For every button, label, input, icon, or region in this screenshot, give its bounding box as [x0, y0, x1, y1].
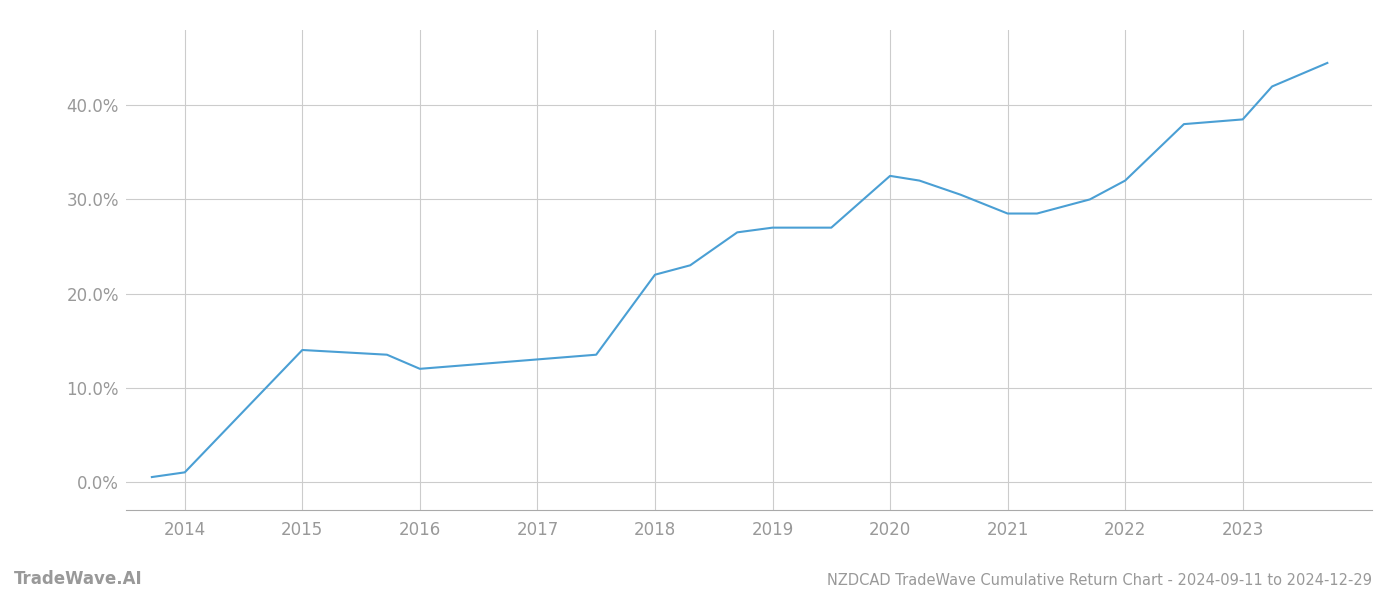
Text: TradeWave.AI: TradeWave.AI: [14, 570, 143, 588]
Text: NZDCAD TradeWave Cumulative Return Chart - 2024-09-11 to 2024-12-29: NZDCAD TradeWave Cumulative Return Chart…: [827, 573, 1372, 588]
